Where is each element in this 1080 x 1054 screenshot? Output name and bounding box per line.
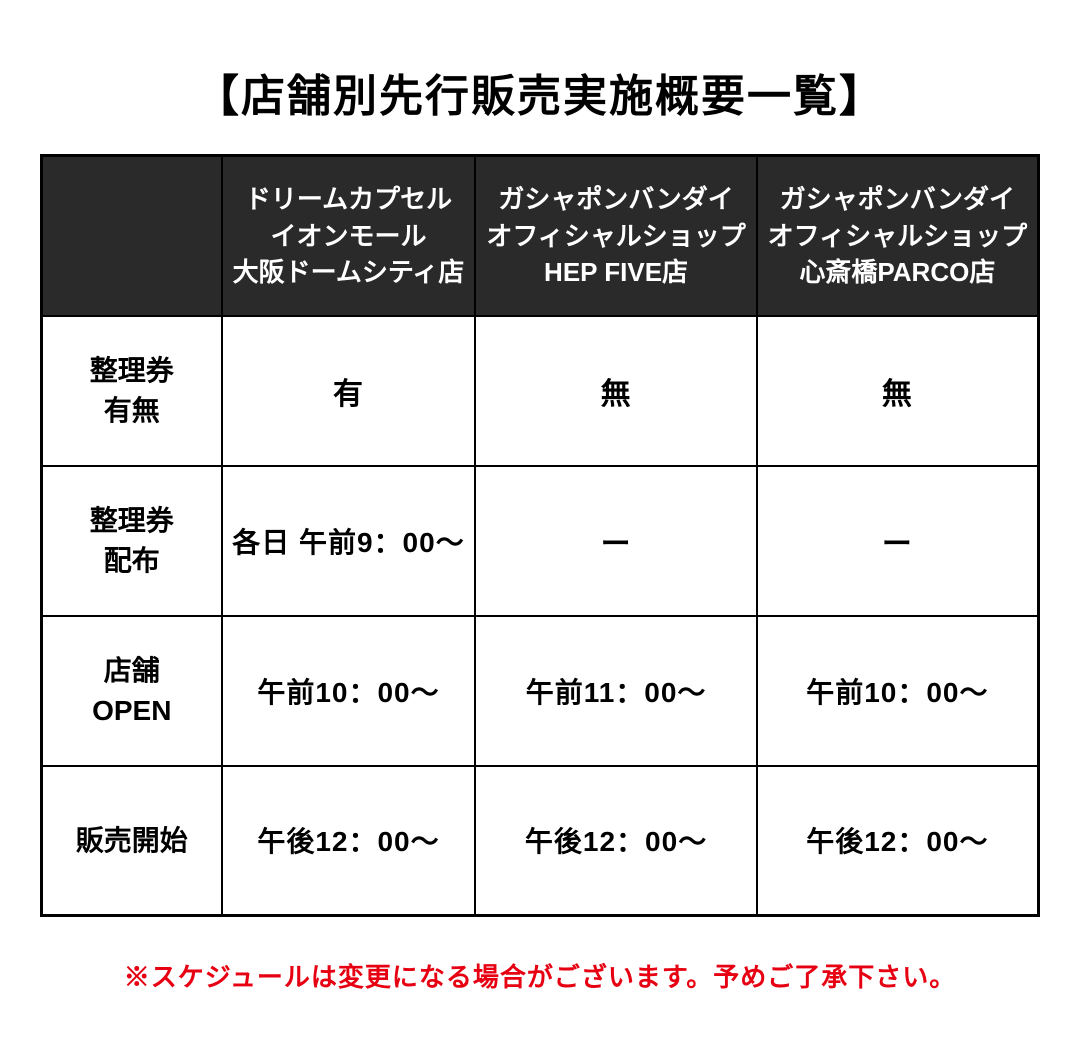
- cell-2-3: ー: [757, 466, 1039, 616]
- column-header-3: ガシャポンバンダイオフィシャルショップ心斎橋PARCO店: [757, 156, 1039, 316]
- cell-2-2: ー: [475, 466, 756, 616]
- table-row: 整理券配布 各日 午前9：00〜 ー ー: [42, 466, 1039, 616]
- row-label-1: 整理券有無: [42, 316, 222, 466]
- cell-3-2: 午前11：00〜: [475, 616, 756, 766]
- table-row: 店舗OPEN 午前10：00〜 午前11：00〜 午前10：00〜: [42, 616, 1039, 766]
- table-row: 販売開始 午後12：00〜 午後12：00〜 午後12：00〜: [42, 766, 1039, 916]
- cell-3-3: 午前10：00〜: [757, 616, 1039, 766]
- cell-4-2: 午後12：00〜: [475, 766, 756, 916]
- column-header-1: ドリームカプセルイオンモール大阪ドームシティ店: [222, 156, 476, 316]
- table-row: 整理券有無 有 無 無: [42, 316, 1039, 466]
- schedule-note: ※スケジュールは変更になる場合がございます。予めご了承下さい。: [40, 957, 1040, 994]
- cell-4-3: 午後12：00〜: [757, 766, 1039, 916]
- table-corner: [42, 156, 222, 316]
- cell-1-2: 無: [475, 316, 756, 466]
- page-title: 【店舗別先行販売実施概要一覧】: [40, 60, 1040, 124]
- schedule-table: ドリームカプセルイオンモール大阪ドームシティ店 ガシャポンバンダイオフィシャルシ…: [40, 154, 1040, 917]
- row-label-2: 整理券配布: [42, 466, 222, 616]
- row-label-3: 店舗OPEN: [42, 616, 222, 766]
- cell-4-1: 午後12：00〜: [222, 766, 476, 916]
- column-header-2: ガシャポンバンダイオフィシャルショップHEP FIVE店: [475, 156, 756, 316]
- cell-3-1: 午前10：00〜: [222, 616, 476, 766]
- cell-1-3: 無: [757, 316, 1039, 466]
- row-label-4: 販売開始: [42, 766, 222, 916]
- cell-1-1: 有: [222, 316, 476, 466]
- cell-2-1: 各日 午前9：00〜: [222, 466, 476, 616]
